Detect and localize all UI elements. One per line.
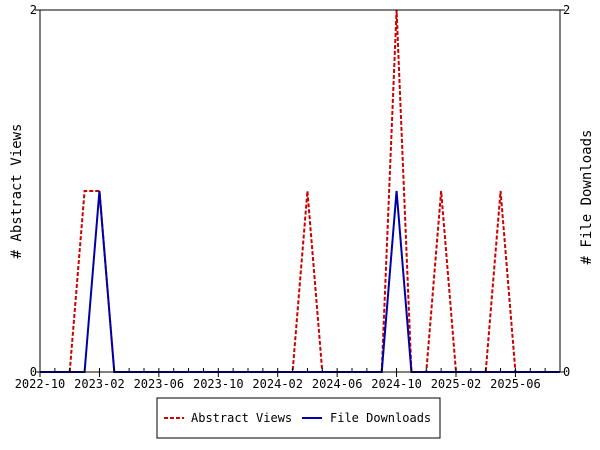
y-ticks: 0 2 0 2 — [30, 3, 570, 379]
y-axis-label-left: # Abstract Views — [9, 124, 25, 259]
x-tick-label: 2025-06 — [490, 377, 541, 391]
legend: Abstract Views File Downloads — [156, 397, 441, 439]
x-tick-label: 2022-10 — [15, 377, 66, 391]
legend-box — [156, 397, 441, 439]
x-tick-label: 2023-02 — [74, 377, 125, 391]
y-axis-label-right: # File Downloads — [579, 130, 595, 265]
legend-label-file-downloads: File Downloads — [330, 411, 431, 425]
legend-label-abstract-views: Abstract Views — [191, 411, 292, 425]
y-left-tick-label: 0 — [30, 365, 37, 379]
x-tick-label: 2023-06 — [134, 377, 185, 391]
y-right-tick-label: 0 — [563, 365, 570, 379]
plot-frame — [39, 9, 561, 373]
y-right-tick-label: 2 — [563, 3, 570, 17]
x-tick-label: 2023-10 — [193, 377, 244, 391]
plot-lines — [40, 9, 560, 373]
x-tick-label: 2024-02 — [252, 377, 303, 391]
x-tick-label: 2025-02 — [431, 377, 482, 391]
series-line-abstract-views — [40, 9, 560, 373]
x-ticks: 2022-10 2023-02 2023-06 2023-10 2024-02 2024-… — [15, 368, 561, 391]
y-left-tick-label: 2 — [30, 3, 37, 17]
x-tick-label: 2024-06 — [312, 377, 363, 391]
series-line-file-downloads — [40, 190, 560, 373]
x-tick-label: 2024-10 — [371, 377, 422, 391]
